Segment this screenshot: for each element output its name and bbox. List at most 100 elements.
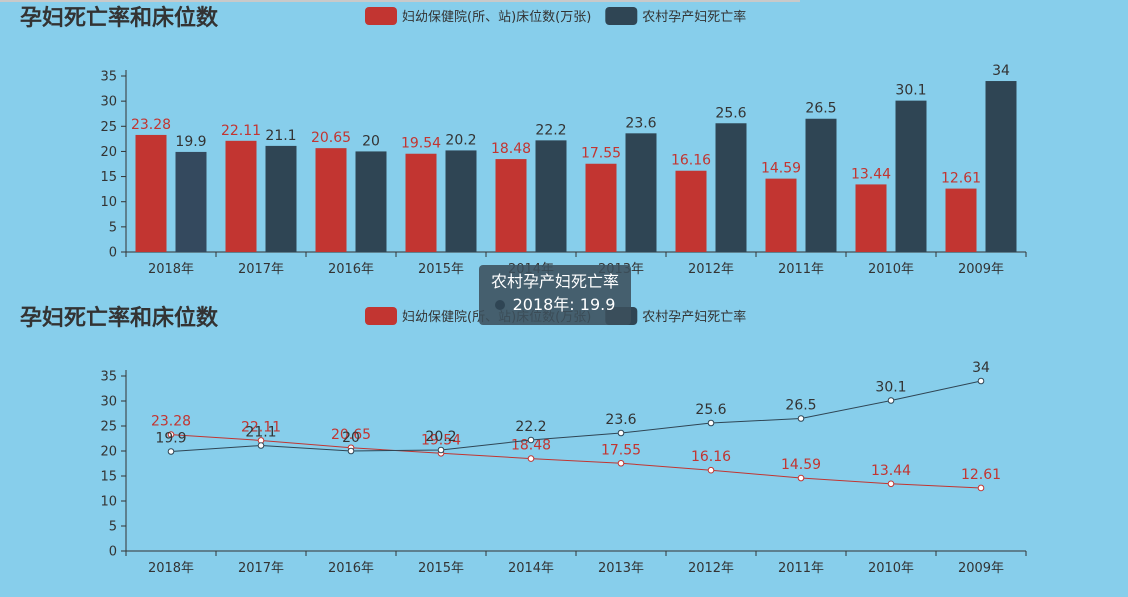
bar-data-label: 16.16	[671, 153, 711, 169]
line-point	[707, 419, 715, 427]
line-data-label: 25.6	[695, 402, 726, 418]
bar-mortality	[805, 118, 837, 252]
bar-data-label: 34	[992, 63, 1010, 79]
y-tick-label: 10	[100, 195, 117, 210]
y-tick-label: 5	[109, 220, 117, 235]
x-tick-label: 2015年	[418, 262, 464, 277]
line-point	[527, 455, 535, 462]
y-tick-label: 35	[100, 70, 117, 85]
line-data-label: 16.16	[691, 449, 731, 465]
bar-data-label: 22.2	[535, 122, 566, 138]
line-series-beds	[170, 434, 982, 489]
legend-label: 妇幼保健院(所、站)床位数(万张)	[402, 9, 591, 25]
bar-mortality	[625, 133, 657, 252]
line-data-label: 13.44	[871, 463, 911, 479]
line-point	[887, 480, 895, 488]
bar-data-label: 21.1	[265, 128, 296, 144]
line-data-label: 26.5	[785, 398, 816, 414]
x-tick-label: 2016年	[328, 262, 374, 277]
line-data-label: 20.65	[331, 427, 371, 443]
y-tick-label: 25	[100, 120, 117, 135]
bar-beds	[585, 163, 617, 252]
bar-data-label: 20.65	[311, 130, 351, 146]
y-tick-label: 5	[109, 520, 117, 535]
legend-swatch	[365, 307, 397, 325]
chart-tooltip: 农村孕产妇死亡率 2018年: 19.9	[479, 265, 631, 325]
line-point	[617, 459, 625, 467]
bar-beds	[675, 170, 707, 252]
x-tick-label: 2009年	[958, 262, 1004, 277]
bar-data-label: 19.9	[175, 134, 206, 150]
bar-beds	[945, 188, 977, 252]
y-tick-label: 30	[100, 395, 117, 410]
line-point	[347, 447, 355, 455]
legend-label: 农村孕产妇死亡率	[642, 309, 746, 325]
line-data-label: 23.28	[151, 414, 191, 430]
x-tick-label: 2009年	[958, 561, 1004, 576]
bar-data-label: 12.61	[941, 171, 981, 187]
y-tick-label: 30	[100, 95, 117, 110]
bar-mortality	[985, 81, 1017, 253]
line-data-label: 21.1	[245, 425, 276, 441]
line-data-label: 14.59	[781, 457, 821, 473]
line-point	[437, 446, 445, 454]
bar-data-label: 22.11	[221, 123, 261, 139]
chart-2-group: 孕妇死亡率和床位数妇幼保健院(所、站)床位数(万张)农村孕产妇死亡率051015…	[20, 305, 1027, 576]
line-point	[527, 436, 535, 444]
line-data-label: 12.61	[961, 467, 1001, 483]
legend-label: 农村孕产妇死亡率	[642, 9, 746, 25]
line-point	[977, 377, 985, 385]
bar-data-label: 14.59	[761, 161, 801, 177]
line-point	[617, 429, 625, 437]
x-tick-label: 2018年	[148, 262, 194, 277]
line-point	[797, 474, 805, 482]
line-data-label: 19.54	[421, 432, 461, 448]
bar-beds	[855, 184, 887, 252]
x-tick-label: 2010年	[868, 561, 914, 576]
bar-data-label: 25.6	[715, 105, 746, 121]
legend-swatch	[365, 7, 397, 25]
y-tick-label: 0	[109, 246, 117, 261]
x-tick-label: 2017年	[238, 262, 284, 277]
bar-data-label: 20	[362, 133, 380, 149]
legend-swatch	[605, 7, 638, 25]
bar-data-label: 13.44	[851, 166, 891, 182]
tooltip-series-dot	[494, 300, 505, 310]
bar-data-label: 19.54	[401, 136, 441, 152]
line-data-label: 22.2	[515, 419, 546, 435]
bar-data-label: 17.55	[581, 146, 621, 162]
bar-beds	[405, 153, 437, 252]
line-point	[797, 415, 805, 422]
line-series-mortality	[170, 380, 982, 452]
bar-mortality	[535, 140, 567, 252]
x-tick-label: 2017年	[238, 561, 284, 576]
bar-beds	[315, 148, 347, 252]
tooltip-title: 农村孕产妇死亡率	[490, 272, 619, 291]
x-tick-label: 2011年	[778, 561, 824, 576]
y-tick-label: 25	[100, 420, 117, 435]
line-data-label: 30.1	[875, 380, 906, 396]
line-point	[167, 448, 175, 455]
y-tick-label: 0	[109, 545, 117, 560]
y-tick-label: 20	[100, 145, 117, 160]
bar-mortality	[175, 151, 207, 252]
bar-data-label: 23.6	[625, 115, 656, 131]
chart-title: 孕妇死亡率和床位数	[20, 305, 219, 331]
line-point	[707, 466, 715, 474]
chart-title: 孕妇死亡率和床位数	[20, 5, 219, 31]
y-tick-label: 15	[100, 170, 117, 185]
x-tick-label: 2014年	[508, 561, 554, 576]
line-point	[167, 431, 175, 438]
y-tick-label: 35	[100, 370, 117, 385]
x-tick-label: 2016年	[328, 561, 374, 576]
y-tick-label: 15	[100, 470, 117, 485]
line-data-label: 17.55	[601, 442, 641, 458]
line-point	[977, 484, 985, 492]
bar-beds	[495, 159, 527, 252]
x-tick-label: 2011年	[778, 262, 824, 277]
x-tick-label: 2013年	[598, 561, 644, 576]
line-point	[257, 442, 265, 449]
top-divider	[0, 0, 800, 2]
bar-data-label: 18.48	[491, 141, 531, 157]
